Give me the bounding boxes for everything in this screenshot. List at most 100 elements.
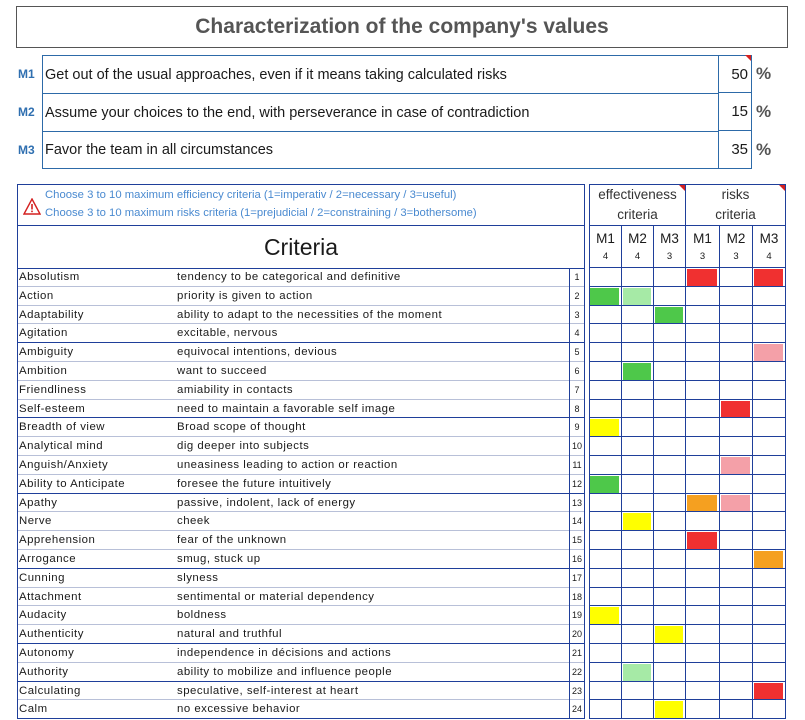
mark-cell-eff-m2[interactable] [622, 700, 654, 720]
mark-cell-eff-m1[interactable] [589, 662, 622, 682]
mark-cell-risk-m2[interactable] [720, 380, 753, 400]
mark-cell-eff-m3[interactable] [654, 437, 686, 456]
mark-cell-eff-m3[interactable] [654, 380, 686, 400]
mark-cell-risk-m2[interactable] [720, 343, 753, 362]
mark-cell-risk-m3[interactable] [753, 493, 786, 513]
mark-cell-eff-m2[interactable] [622, 493, 654, 513]
mark-cell-eff-m3[interactable] [654, 512, 686, 532]
mark-cell-risk-m3[interactable] [753, 268, 786, 287]
mark-cell-eff-m1[interactable] [589, 418, 622, 438]
mark-cell-eff-m1[interactable] [589, 324, 622, 344]
mark-cell-risk-m1[interactable] [686, 549, 720, 569]
mark-cell-risk-m3[interactable] [753, 700, 786, 720]
mark-cell-eff-m2[interactable] [622, 643, 654, 663]
mark-cell-risk-m1[interactable] [686, 643, 720, 663]
mark-cell-risk-m1[interactable] [686, 343, 720, 362]
mark-cell-eff-m1[interactable] [589, 455, 622, 475]
mark-cell-risk-m1[interactable] [686, 474, 720, 494]
mark-cell-risk-m2[interactable] [720, 662, 753, 682]
mark-cell-risk-m2[interactable] [720, 512, 753, 532]
mark-cell-eff-m3[interactable] [654, 305, 686, 325]
mark-cell-risk-m1[interactable] [686, 305, 720, 325]
mark-cell-eff-m2[interactable] [622, 455, 654, 475]
mark-cell-risk-m2[interactable] [720, 549, 753, 569]
mark-cell-risk-m3[interactable] [753, 662, 786, 682]
mark-cell-eff-m1[interactable] [589, 380, 622, 400]
mark-cell-eff-m3[interactable] [654, 625, 686, 644]
mark-cell-eff-m2[interactable] [622, 286, 654, 306]
mark-cell-eff-m2[interactable] [622, 681, 654, 701]
mark-cell-eff-m2[interactable] [622, 568, 654, 588]
mark-cell-risk-m2[interactable] [720, 568, 753, 588]
mark-cell-risk-m3[interactable] [753, 474, 786, 494]
mark-cell-eff-m2[interactable] [622, 437, 654, 456]
mark-cell-risk-m3[interactable] [753, 549, 786, 569]
mark-cell-risk-m2[interactable] [720, 643, 753, 663]
mark-cell-eff-m1[interactable] [589, 700, 622, 720]
mark-cell-risk-m1[interactable] [686, 681, 720, 701]
column-weight[interactable]: 3 [666, 251, 673, 262]
mark-cell-risk-m1[interactable] [686, 587, 720, 607]
mark-cell-eff-m3[interactable] [654, 606, 686, 626]
mark-cell-risk-m3[interactable] [753, 512, 786, 532]
mark-cell-eff-m3[interactable] [654, 286, 686, 306]
mark-cell-eff-m1[interactable] [589, 343, 622, 362]
mark-cell-eff-m2[interactable] [622, 587, 654, 607]
mark-cell-risk-m3[interactable] [753, 380, 786, 400]
mark-cell-eff-m1[interactable] [589, 361, 622, 381]
mark-cell-risk-m3[interactable] [753, 286, 786, 306]
comment-marker[interactable] [679, 185, 685, 191]
mark-cell-eff-m3[interactable] [654, 324, 686, 344]
mark-cell-eff-m2[interactable] [622, 324, 654, 344]
mark-cell-risk-m1[interactable] [686, 455, 720, 475]
comment-marker[interactable] [779, 185, 785, 191]
mark-cell-eff-m3[interactable] [654, 418, 686, 438]
column-weight[interactable]: 4 [602, 251, 609, 262]
mark-cell-risk-m1[interactable] [686, 380, 720, 400]
mark-cell-eff-m2[interactable] [622, 549, 654, 569]
mark-cell-risk-m3[interactable] [753, 361, 786, 381]
mark-cell-risk-m2[interactable] [720, 399, 753, 419]
value-text-field[interactable]: Get out of the usual approaches, even if… [42, 55, 718, 93]
mark-cell-eff-m3[interactable] [654, 268, 686, 287]
value-text-field[interactable]: Assume your choices to the end, with per… [42, 93, 718, 131]
mark-cell-risk-m1[interactable] [686, 568, 720, 588]
mark-cell-eff-m3[interactable] [654, 549, 686, 569]
mark-cell-eff-m1[interactable] [589, 512, 622, 532]
mark-cell-risk-m1[interactable] [686, 512, 720, 532]
mark-cell-risk-m3[interactable] [753, 437, 786, 456]
mark-cell-risk-m1[interactable] [686, 662, 720, 682]
mark-cell-risk-m1[interactable] [686, 286, 720, 306]
mark-cell-risk-m2[interactable] [720, 268, 753, 287]
mark-cell-risk-m1[interactable] [686, 268, 720, 287]
mark-cell-eff-m3[interactable] [654, 399, 686, 419]
mark-cell-risk-m3[interactable] [753, 587, 786, 607]
mark-cell-eff-m2[interactable] [622, 380, 654, 400]
value-percent-field[interactable]: 50 [718, 55, 752, 93]
mark-cell-risk-m3[interactable] [753, 606, 786, 626]
mark-cell-risk-m1[interactable] [686, 625, 720, 644]
mark-cell-eff-m3[interactable] [654, 662, 686, 682]
mark-cell-eff-m1[interactable] [589, 681, 622, 701]
mark-cell-eff-m3[interactable] [654, 643, 686, 663]
value-percent-field[interactable]: 15 [718, 93, 752, 131]
mark-cell-risk-m3[interactable] [753, 681, 786, 701]
mark-cell-eff-m2[interactable] [622, 474, 654, 494]
mark-cell-risk-m2[interactable] [720, 361, 753, 381]
mark-cell-eff-m3[interactable] [654, 361, 686, 381]
mark-cell-eff-m1[interactable] [589, 587, 622, 607]
mark-cell-risk-m2[interactable] [720, 493, 753, 513]
mark-cell-risk-m3[interactable] [753, 418, 786, 438]
mark-cell-eff-m1[interactable] [589, 606, 622, 626]
mark-cell-risk-m1[interactable] [686, 418, 720, 438]
mark-cell-risk-m2[interactable] [720, 305, 753, 325]
mark-cell-eff-m2[interactable] [622, 361, 654, 381]
mark-cell-risk-m3[interactable] [753, 305, 786, 325]
mark-cell-eff-m2[interactable] [622, 305, 654, 325]
mark-cell-eff-m1[interactable] [589, 305, 622, 325]
mark-cell-risk-m1[interactable] [686, 493, 720, 513]
mark-cell-risk-m1[interactable] [686, 399, 720, 419]
mark-cell-eff-m1[interactable] [589, 625, 622, 644]
mark-cell-eff-m1[interactable] [589, 643, 622, 663]
mark-cell-eff-m1[interactable] [589, 531, 622, 550]
